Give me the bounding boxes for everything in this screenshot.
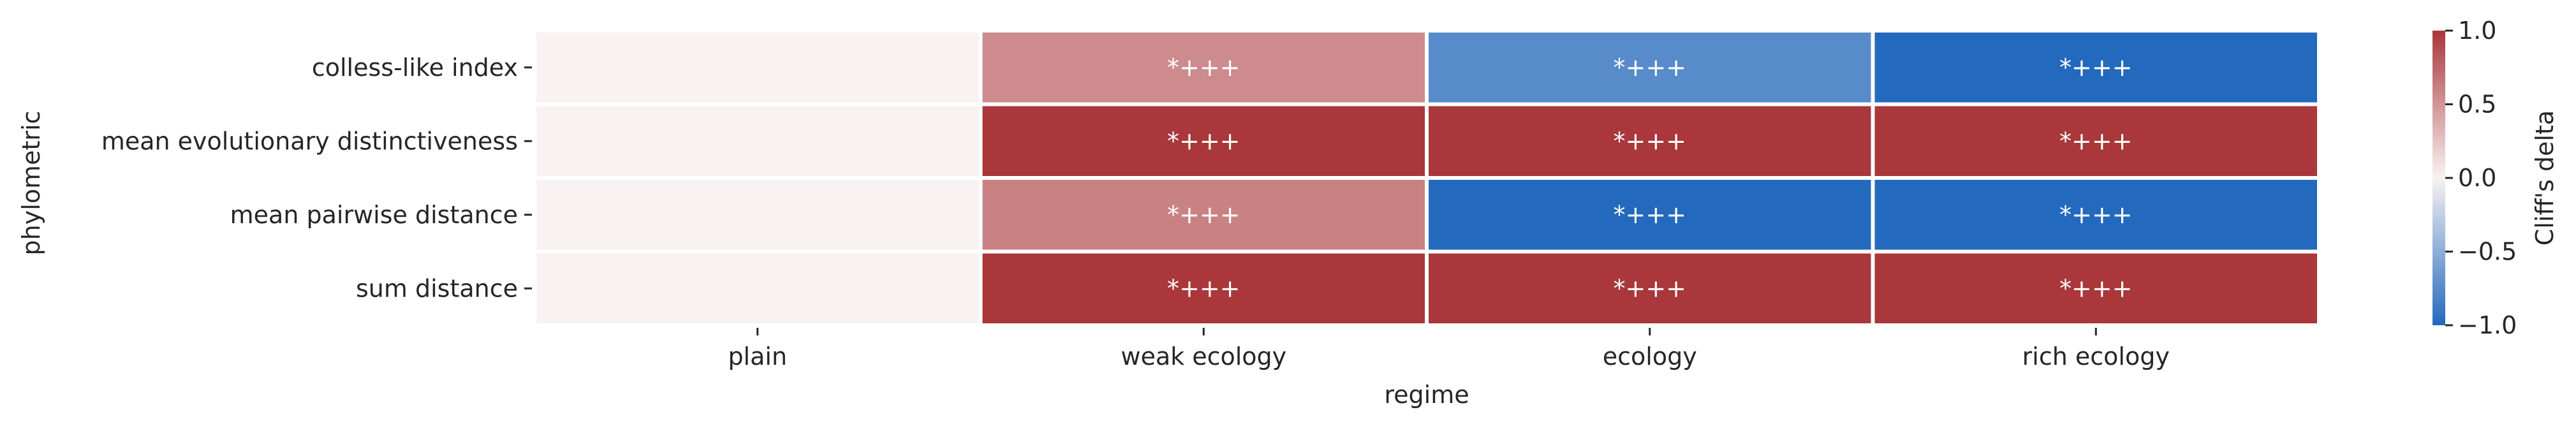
cell-annotation: *+++ [1167,201,1240,229]
heatmap-cell [1874,253,2317,323]
colorbar-tick-label: −0.5 [2458,238,2517,266]
heatmap-cell [536,33,979,103]
colorbar-label: Cliff's delta [2531,110,2559,246]
heatmap-cell [536,253,979,323]
heatmap-cell [1874,33,2317,103]
heatmap-cell [536,106,979,176]
y-axis-ticks: colless-like index mean evolutionary dist… [101,54,532,302]
colorbar-tick-label: −1.0 [2458,311,2517,339]
colorbar-tick-label: 0.5 [2458,91,2496,119]
cell-annotation: *+++ [1613,274,1686,302]
x-tick-label: rich ecology [2022,342,2170,371]
cell-annotation: *+++ [1613,127,1686,155]
y-tick-label: sum distance [356,274,518,302]
heatmap-cell [1874,106,2317,176]
cell-annotation: *+++ [2059,201,2133,229]
cell-annotation: *+++ [2059,127,2133,155]
heatmap-cells [536,33,2317,323]
heatmap-cell [1429,33,1871,103]
x-axis-label: regime [1384,381,1469,409]
colorbar-tick-label: 0.0 [2458,164,2496,192]
heatmap-cell [982,106,1425,176]
colorbar [2432,31,2445,325]
colorbar-tick-label: 1.0 [2458,17,2496,45]
cell-annotation: *+++ [1613,54,1686,82]
heatmap-cell [982,253,1425,323]
heatmap-cell [1429,253,1871,323]
x-tick-label: weak ecology [1121,342,1286,371]
heatmap-cell [982,180,1425,250]
y-tick-label: colless-like index [312,54,518,82]
cell-annotations: *+++ *+++ *+++ *+++ *+++ *+++ *+++ *+++ *+++ *+++… [1167,54,2133,303]
cell-annotation: *+++ [2059,274,2133,302]
y-axis-label: phylometric [17,111,45,256]
y-tick-label: mean pairwise distance [230,201,518,229]
y-tick-label: mean evolutionary distinctiveness [101,127,518,155]
heatmap-cell [1874,180,2317,250]
heatmap-cell [536,180,979,250]
x-tick-label: plain [728,342,787,371]
colorbar-ticks: −1.0 −0.5 0.0 0.5 1.0 [2445,17,2517,339]
cell-annotation: *+++ [1167,54,1240,82]
cell-annotation: *+++ [1167,127,1240,155]
heatmap-cell [1429,106,1871,176]
cell-annotation: *+++ [2059,54,2133,82]
x-axis-ticks: plain weak ecology ecology rich ecology [728,328,2170,371]
cell-annotation: *+++ [1613,201,1686,229]
cell-annotation: *+++ [1167,274,1240,302]
heatmap-cell [982,33,1425,103]
x-tick-label: ecology [1603,342,1697,371]
heatmap-cell [1429,180,1871,250]
